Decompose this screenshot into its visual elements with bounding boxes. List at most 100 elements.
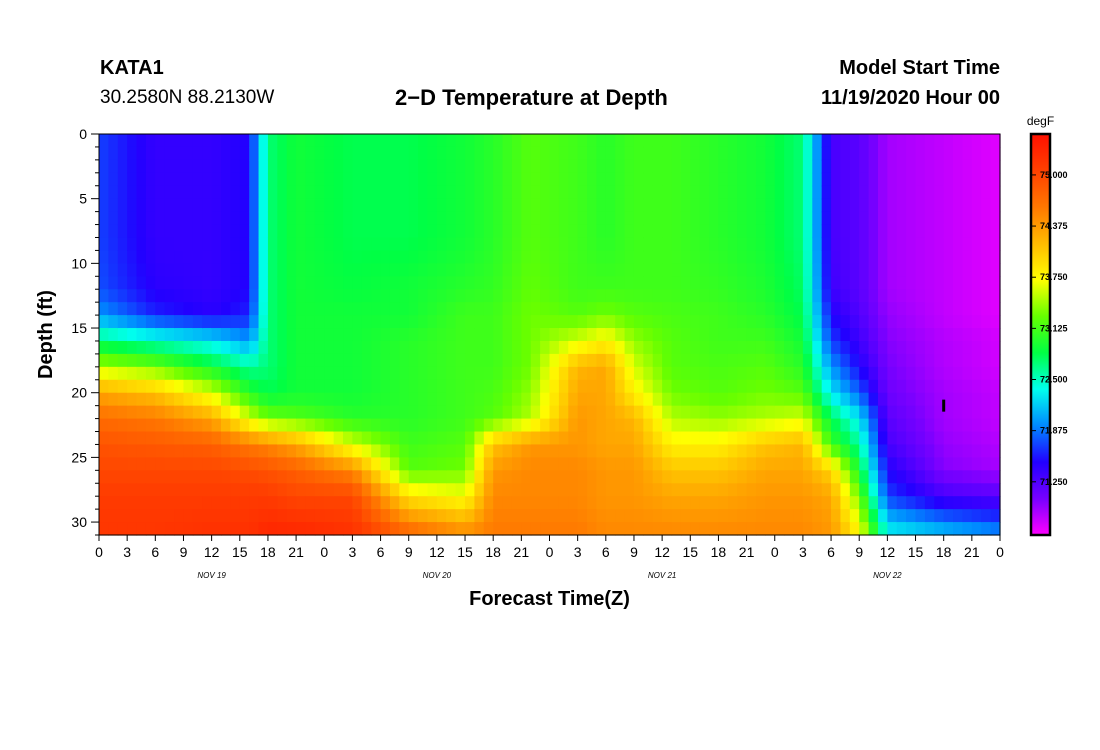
heatmap-cell: [596, 224, 607, 239]
heatmap-cell: [840, 522, 851, 536]
heatmap-cell: [371, 276, 382, 290]
heatmap-cell: [915, 483, 926, 497]
heatmap-cell: [277, 392, 288, 407]
heatmap-cell: [324, 328, 335, 342]
heatmap-cell: [896, 159, 907, 174]
heatmap-cell: [633, 172, 644, 187]
heatmap-cell: [887, 379, 898, 394]
heatmap-cell: [455, 289, 466, 303]
heatmap-cell: [530, 328, 541, 342]
heatmap-cell: [436, 224, 447, 239]
heatmap-cell: [221, 470, 231, 484]
heatmap-cell: [249, 146, 260, 161]
x-tick-label: 0: [771, 544, 779, 560]
heatmap-cell: [427, 522, 438, 536]
heatmap-cell: [896, 328, 907, 342]
heatmap-cell: [727, 172, 738, 187]
heatmap-cell: [296, 483, 307, 497]
heatmap-cell: [324, 172, 335, 187]
heatmap-cell: [793, 263, 804, 277]
heatmap-cell: [399, 496, 410, 510]
heatmap-cell: [849, 328, 860, 342]
heatmap-cell: [465, 328, 476, 342]
heatmap-cell: [249, 470, 260, 484]
heatmap-cell: [774, 418, 785, 433]
heatmap-cell: [286, 172, 297, 187]
heatmap-cell: [924, 146, 935, 161]
heatmap-cell: [117, 146, 128, 161]
heatmap-cell: [812, 418, 823, 433]
heatmap-cell: [849, 522, 860, 536]
heatmap-cell: [427, 366, 438, 381]
heatmap-cell: [746, 418, 757, 433]
heatmap-cell: [427, 328, 438, 342]
heatmap-cell: [399, 379, 410, 394]
heatmap-cell: [831, 522, 842, 536]
heatmap-cell: [859, 431, 870, 446]
heatmap-cell: [117, 496, 128, 510]
heatmap-cell: [793, 483, 804, 497]
heatmap-cell: [465, 496, 476, 510]
heatmap-cell: [849, 276, 860, 290]
heatmap-cell: [690, 522, 701, 536]
heatmap-cell: [183, 444, 194, 458]
heatmap-cell: [549, 146, 560, 161]
heatmap-cell: [802, 353, 813, 368]
heatmap-cell: [821, 224, 832, 239]
heatmap-cell: [211, 172, 222, 187]
heatmap-cell: [258, 134, 269, 148]
heatmap-cell: [427, 418, 438, 433]
heatmap-cell: [99, 496, 109, 510]
heatmap-cell: [474, 211, 485, 226]
heatmap-cell: [155, 522, 166, 536]
heatmap-cell: [765, 263, 776, 277]
heatmap-cell: [812, 392, 823, 407]
heatmap-cell: [765, 172, 776, 187]
heatmap-cell: [633, 366, 644, 381]
heatmap-cell: [361, 224, 372, 239]
heatmap-cell: [906, 353, 917, 368]
heatmap-cell: [737, 224, 748, 239]
heatmap-cell: [164, 224, 175, 239]
heatmap-cell: [108, 224, 119, 239]
heatmap-cell: [324, 224, 335, 239]
heatmap-cell: [831, 509, 842, 523]
heatmap-cell: [605, 496, 616, 510]
heatmap-cell: [643, 211, 654, 226]
heatmap-cell: [296, 289, 307, 303]
heatmap-cell: [596, 470, 607, 484]
heatmap-cell: [784, 276, 795, 290]
heatmap-cell: [643, 431, 654, 446]
heatmap-cell: [343, 172, 354, 187]
heatmap-cell: [221, 250, 231, 264]
heatmap-cell: [202, 159, 213, 174]
heatmap-cell: [418, 159, 429, 174]
x-date-label: NOV 20: [423, 571, 452, 580]
heatmap-cell: [418, 328, 429, 342]
heatmap-cell: [587, 237, 598, 252]
heatmap-cell: [953, 340, 964, 355]
heatmap-cell: [680, 353, 691, 368]
heatmap-cell: [286, 340, 297, 355]
heatmap-cell: [221, 522, 231, 536]
heatmap-cell: [831, 276, 842, 290]
heatmap-cell: [117, 276, 128, 290]
heatmap-cell: [962, 340, 973, 355]
heatmap-cell: [136, 431, 147, 446]
heatmap-cell: [286, 509, 297, 523]
heatmap-cell: [812, 185, 823, 200]
heatmap-cell: [887, 250, 898, 264]
heatmap-cell: [408, 431, 419, 446]
heatmap-cell: [493, 418, 504, 433]
heatmap-cell: [680, 444, 691, 458]
heatmap-cell: [127, 172, 138, 187]
heatmap-cell: [174, 418, 185, 433]
heatmap-cell: [286, 146, 297, 161]
heatmap-cell: [915, 276, 926, 290]
heatmap-cell: [624, 418, 635, 433]
heatmap-cell: [906, 250, 917, 264]
heatmap-cell: [530, 198, 541, 213]
heatmap-cell: [737, 431, 748, 446]
heatmap-cell: [455, 379, 466, 394]
heatmap-cell: [361, 302, 372, 316]
